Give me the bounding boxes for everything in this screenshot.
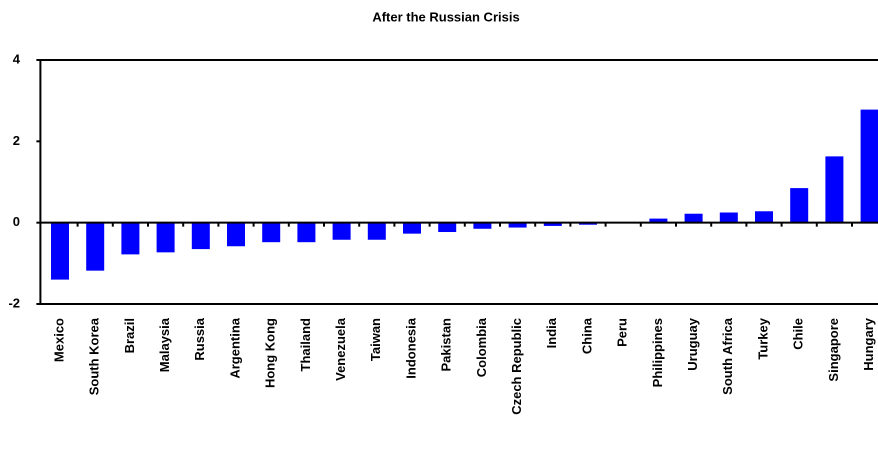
x-tick-label: Mexico: [51, 318, 66, 362]
bar: [121, 222, 140, 255]
x-tick-label: Singapore: [826, 318, 841, 382]
bar: [297, 222, 316, 243]
bar: [649, 218, 668, 223]
bar: [262, 222, 281, 243]
y-tick-label: 4: [13, 51, 21, 66]
plot-area: Mexico South Korea Brazil Malaysia Russia Arg…: [36, 59, 878, 415]
bar: [755, 211, 773, 223]
x-tick-label: Hungary: [861, 317, 876, 371]
x-tick-label: Russia: [192, 317, 207, 360]
y-tick-label: 2: [13, 133, 20, 148]
x-tick-label: Taiwan: [368, 318, 383, 361]
bar: [156, 222, 175, 253]
x-tick-label: Venezuela: [333, 317, 348, 381]
bar: [191, 222, 210, 250]
bar: [367, 222, 386, 240]
bar: [860, 109, 878, 223]
bar: [579, 222, 597, 225]
bar: [825, 156, 844, 223]
x-tick-label: China: [579, 317, 594, 354]
x-tick-label: South Africa: [720, 317, 735, 395]
bar: [684, 213, 703, 223]
x-tick-label: Argentina: [227, 317, 242, 378]
x-tick-label: Chile: [791, 318, 806, 350]
bar: [86, 222, 105, 271]
y-tick-label: -2: [8, 295, 20, 310]
plot-frame: [39, 59, 878, 305]
x-tick-label: India: [544, 317, 559, 348]
x-tick-label: Uruguay: [685, 317, 700, 371]
bar: [51, 222, 69, 280]
x-tick-label: Colombia: [474, 317, 489, 377]
x-tick-label: Hong Kong: [263, 318, 278, 388]
bar: [719, 212, 738, 223]
x-tick-label: Pakistan: [439, 318, 454, 372]
bar: [543, 222, 562, 226]
chart-title: After the Russian Crisis: [372, 9, 519, 24]
x-tick-label: Malaysia: [157, 317, 172, 372]
bar: [508, 222, 527, 228]
x-tick-label: South Korea: [87, 317, 102, 395]
y-tick-label: 0: [13, 214, 20, 229]
x-tick-label: Brazil: [122, 318, 137, 353]
x-tick-label: Peru: [615, 318, 630, 347]
x-tick-label: Philippines: [650, 318, 665, 387]
x-tick-label: Turkey: [755, 317, 770, 359]
bar: [438, 222, 457, 233]
bar: [790, 188, 809, 223]
bar: [227, 222, 245, 247]
bar: [332, 222, 351, 240]
bar: [403, 222, 421, 234]
x-tick-label: Czech Republic: [509, 318, 524, 415]
bar: [473, 222, 492, 229]
x-tick-label: Thailand: [298, 318, 313, 372]
x-tick-label: Indonesia: [403, 317, 418, 378]
